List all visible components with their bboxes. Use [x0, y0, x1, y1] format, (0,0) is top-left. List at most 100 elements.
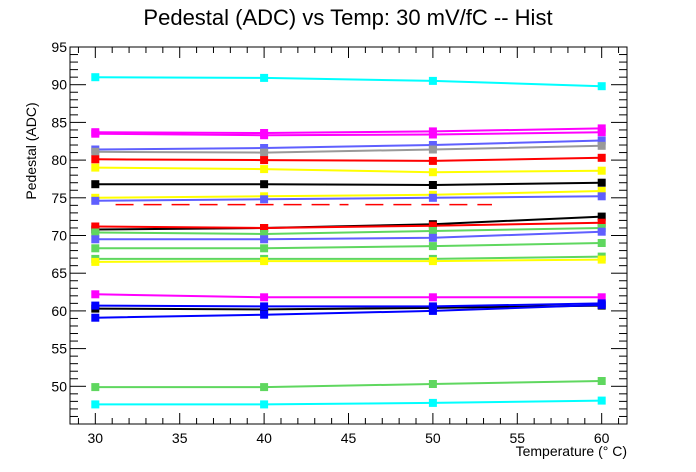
x-tick-label: 55	[509, 430, 525, 446]
data-point	[260, 230, 269, 238]
y-tick-label: 85	[51, 114, 67, 130]
x-tick-label: 35	[172, 430, 188, 446]
data-point	[260, 144, 269, 152]
y-tick-label: 95	[51, 39, 67, 55]
x-axis: 30 35 40 45 50 55 60	[77, 47, 620, 446]
data-point	[260, 224, 269, 232]
data-point	[597, 192, 606, 201]
chart-title: Pedestal (ADC) vs Temp: 30 mV/fC -- Hist	[143, 5, 552, 30]
data-point	[260, 383, 269, 392]
y-tick-label: 55	[51, 341, 67, 357]
data-point	[260, 180, 269, 189]
data-point	[428, 221, 437, 230]
data-point	[91, 301, 100, 310]
series-line	[95, 302, 602, 308]
data-point	[597, 227, 606, 236]
data-point	[597, 293, 606, 302]
data-point	[597, 187, 606, 195]
series-line	[95, 131, 602, 137]
series-line	[95, 195, 602, 202]
data-point	[428, 193, 437, 202]
data-point	[597, 212, 606, 221]
data-point	[428, 145, 437, 154]
data-point	[91, 383, 100, 392]
data-point	[428, 181, 437, 189]
data-point	[260, 195, 269, 204]
data-point	[91, 129, 100, 138]
y-tick-label: 60	[51, 303, 67, 319]
series-line	[95, 144, 602, 154]
series-line	[95, 230, 602, 241]
data-point	[91, 400, 100, 409]
data-point	[428, 76, 437, 85]
data-point	[260, 293, 269, 302]
y-tick-label: 90	[51, 77, 67, 93]
series-line	[95, 181, 602, 187]
data-point	[428, 293, 437, 302]
data-point	[428, 302, 437, 311]
data-point	[428, 398, 437, 407]
data-point	[91, 244, 100, 253]
data-point	[260, 244, 269, 253]
series-line	[95, 76, 602, 88]
series-line	[95, 127, 602, 135]
data-point	[260, 156, 269, 165]
series-line	[95, 303, 602, 319]
data-point	[91, 73, 100, 82]
data-point	[428, 168, 437, 177]
series-line	[95, 255, 602, 260]
y-axis-label: Pedestal (ADC)	[23, 102, 39, 199]
series-line	[95, 156, 602, 162]
series-line	[95, 380, 602, 389]
y-axis: 50 55 60 65 70 75 80 85 90 95	[51, 39, 627, 417]
data-point	[428, 242, 437, 251]
data-point	[597, 300, 606, 309]
data-point	[428, 156, 437, 165]
data-point	[260, 257, 269, 266]
data-point	[428, 227, 437, 235]
data-point	[260, 148, 269, 157]
series-line	[95, 258, 602, 263]
data-point	[428, 141, 437, 149]
data-point	[597, 218, 606, 227]
data-point	[260, 400, 269, 409]
data-point	[597, 128, 606, 137]
series-layer	[91, 73, 606, 409]
x-tick-label: 30	[88, 430, 104, 446]
data-point	[91, 196, 100, 205]
x-tick-label: 45	[341, 430, 357, 446]
data-point	[91, 222, 100, 231]
x-tick-label: 50	[425, 430, 441, 446]
data-point	[91, 163, 100, 172]
data-point	[260, 310, 269, 319]
data-point	[260, 302, 269, 311]
series-line	[95, 242, 602, 250]
data-point	[597, 136, 606, 145]
data-point	[91, 235, 100, 244]
data-point	[597, 153, 606, 162]
data-point	[597, 239, 606, 247]
data-point	[428, 130, 437, 139]
data-point	[597, 141, 606, 150]
data-point	[91, 313, 100, 322]
data-point	[428, 380, 437, 388]
data-point	[91, 290, 100, 299]
y-tick-label: 80	[51, 152, 67, 168]
series-line	[95, 227, 602, 236]
data-point	[91, 228, 100, 237]
y-tick-label: 50	[51, 378, 67, 394]
series-line	[95, 293, 602, 299]
series-line	[95, 166, 602, 174]
data-point	[91, 257, 100, 266]
series-line	[95, 139, 602, 151]
data-point	[260, 73, 269, 82]
series-line	[95, 304, 602, 311]
data-point	[91, 155, 100, 164]
data-point	[597, 377, 606, 385]
y-tick-label: 70	[51, 228, 67, 244]
series-line	[95, 190, 602, 199]
series-line	[95, 399, 602, 406]
data-point	[428, 306, 437, 315]
data-point	[260, 165, 269, 174]
